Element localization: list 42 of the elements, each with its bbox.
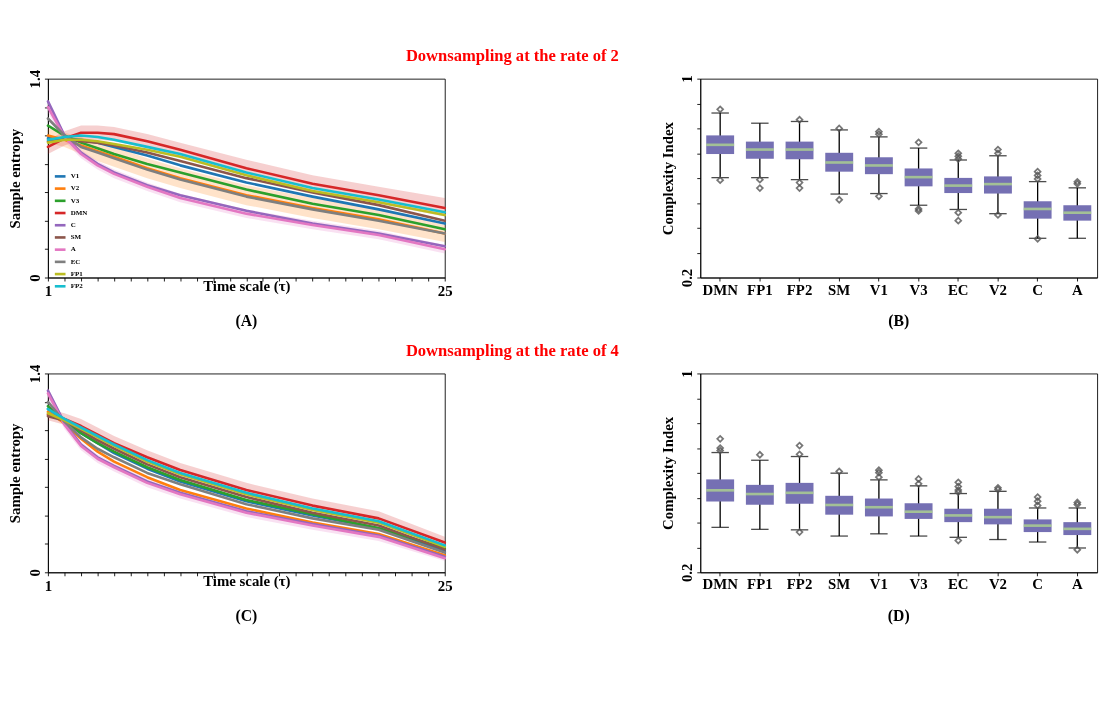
y-tick-label: 0 xyxy=(26,274,43,282)
x-tick-label: V2 xyxy=(988,576,1007,593)
y-tick-label: 0.2 xyxy=(679,268,696,288)
x-tick-label: V1 xyxy=(869,281,888,298)
x-tick-label: DMN xyxy=(702,576,739,593)
y-axis-title: Complexity Index xyxy=(659,416,676,530)
x-axis-title: Time scale (τ) xyxy=(203,572,291,590)
text: (A) xyxy=(235,312,258,331)
x-tick-label: A xyxy=(1071,281,1083,298)
x-tick-label: V3 xyxy=(909,281,928,298)
x-tick-label: EC xyxy=(947,576,969,593)
x-tick-label: DMN xyxy=(702,281,739,298)
text: (C) xyxy=(235,607,258,626)
text: Downsampling at the rate of 4 xyxy=(405,340,619,360)
y-axis-title: Sample entropy xyxy=(7,422,24,524)
x-tick-label: V2 xyxy=(988,281,1007,298)
text: Downsampling at the rate of 2 xyxy=(405,45,619,65)
text: (B) xyxy=(888,312,910,331)
text: (D) xyxy=(887,607,910,626)
x-tick-label: V1 xyxy=(869,576,888,593)
y-tick-label: 1.4 xyxy=(26,364,43,384)
x-tick-label: C xyxy=(1032,576,1043,593)
x-tick-label: FP2 xyxy=(786,281,813,298)
y-axis-title: Complexity Index xyxy=(659,121,676,236)
x-tick-label: V3 xyxy=(909,576,928,593)
x-axis-title: Time scale (τ) xyxy=(203,278,291,296)
y-axis-title: Sample entropy xyxy=(7,128,24,229)
x-tick-label: SM xyxy=(828,281,851,298)
y-tick-label: 1 xyxy=(679,75,696,83)
x-tick-label: SM xyxy=(828,576,851,593)
y-tick-label: 0.2 xyxy=(679,563,696,583)
x-tick-label: C xyxy=(1032,281,1043,298)
y-tick-label: 1 xyxy=(679,370,696,378)
y-tick-label: 1.4 xyxy=(26,69,43,89)
x-tick-label: 25 xyxy=(437,283,453,300)
x-tick-label: EC xyxy=(947,281,969,298)
x-tick-label: FP1 xyxy=(747,281,773,298)
x-tick-label: FP2 xyxy=(786,576,813,593)
x-tick-label: A xyxy=(1071,576,1083,593)
x-tick-label: FP1 xyxy=(747,576,773,593)
x-tick-label: 25 xyxy=(437,578,453,595)
y-tick-label: 0 xyxy=(26,569,43,577)
